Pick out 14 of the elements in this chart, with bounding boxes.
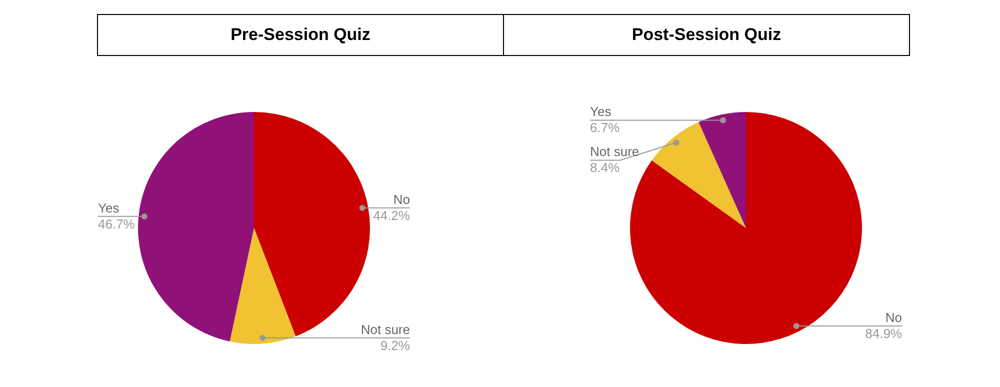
chart-title: Post-Session Quiz — [503, 14, 910, 56]
chart-title: Pre-Session Quiz — [97, 14, 504, 56]
data-label: 9.2% — [380, 338, 410, 353]
slice-label: No — [393, 192, 410, 207]
data-label: 84.9% — [865, 326, 902, 342]
slice-label: Not sure — [360, 322, 410, 337]
data-label: 6.7% — [590, 120, 620, 136]
slice-label: Yes — [590, 104, 612, 120]
slice-label: No — [885, 310, 902, 326]
slice-label: Yes — [98, 200, 120, 216]
data-label: 46.7% — [98, 216, 136, 232]
data-label: 8.4% — [590, 160, 620, 176]
slice-label: Not sure — [590, 144, 640, 160]
data-label: 44.2% — [373, 208, 410, 223]
